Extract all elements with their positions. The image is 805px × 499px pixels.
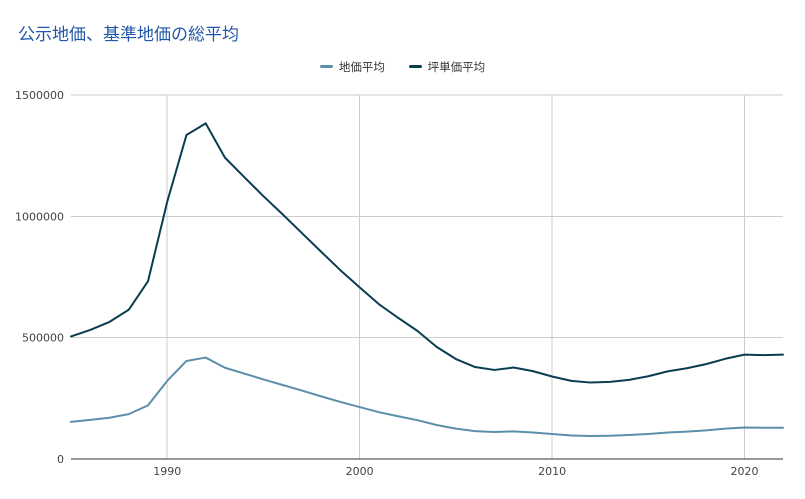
chart-title: 公示地価、基準地価の総平均 (18, 25, 239, 45)
legend-swatch-series-2 (408, 65, 422, 68)
y-tick-label-0: 0 (57, 453, 64, 466)
x-tick-label-2010: 2010 (538, 465, 566, 478)
legend-item-series-1[interactable]: 地価平均 (319, 59, 385, 75)
series-line-1 (70, 356, 784, 437)
legend-label-series-2: 坪単価平均 (427, 60, 486, 74)
x-tick-label-1990: 1990 (153, 465, 181, 478)
legend-item-series-2[interactable]: 坪単価平均 (408, 59, 486, 75)
y-tick-label-500000: 500000 (22, 332, 64, 345)
legend-label-series-1: 地価平均 (338, 60, 385, 74)
legend-swatch-series-1 (319, 65, 333, 68)
series-line-2 (70, 122, 784, 384)
y-tick-label-1500000: 1500000 (15, 89, 64, 102)
x-tick-label-2000: 2000 (346, 465, 374, 478)
x-tick-label-2020: 2020 (731, 465, 759, 478)
legend: 地価平均 坪単価平均 (0, 59, 805, 75)
y-tick-label-1000000: 1000000 (15, 210, 64, 223)
